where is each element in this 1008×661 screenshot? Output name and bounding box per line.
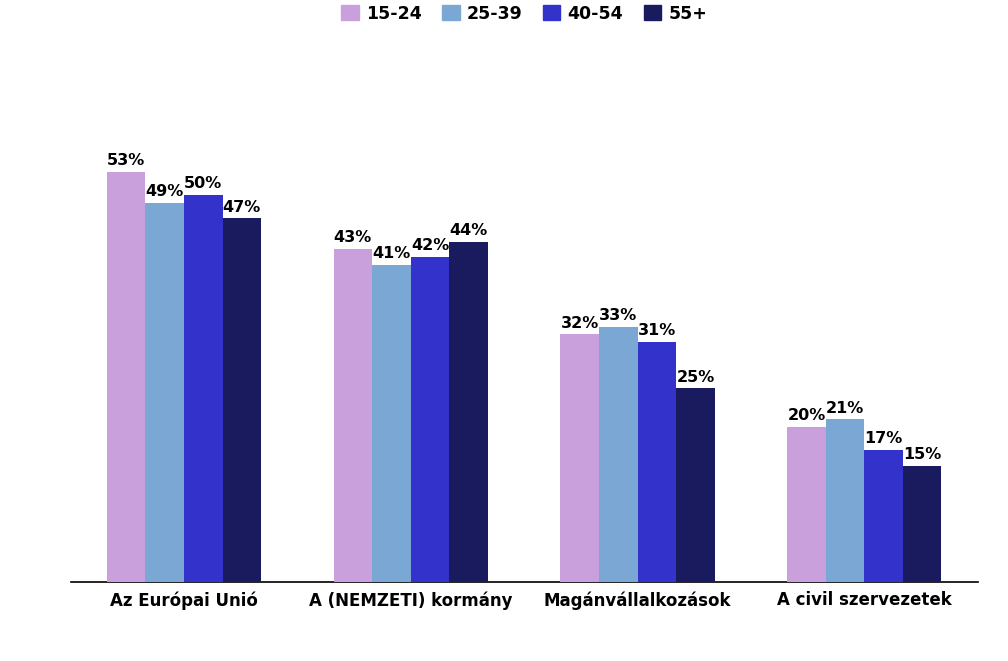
Text: 25%: 25% — [676, 369, 715, 385]
Text: 41%: 41% — [372, 246, 410, 261]
Bar — [787, 427, 826, 582]
Text: 53%: 53% — [107, 153, 145, 168]
Text: 49%: 49% — [145, 184, 183, 199]
Text: 50%: 50% — [184, 176, 223, 192]
Bar — [145, 203, 183, 582]
Bar — [223, 218, 261, 582]
Bar — [865, 450, 903, 582]
Text: 20%: 20% — [787, 408, 826, 423]
Bar — [183, 195, 223, 582]
Text: 33%: 33% — [599, 308, 637, 323]
Bar — [826, 419, 865, 582]
Text: 42%: 42% — [411, 238, 450, 253]
Bar — [903, 466, 941, 582]
Bar — [560, 334, 599, 582]
Text: 47%: 47% — [223, 200, 261, 215]
Text: 31%: 31% — [638, 323, 676, 338]
Bar — [638, 342, 676, 582]
Bar — [599, 327, 637, 582]
Bar — [372, 265, 411, 582]
Text: 32%: 32% — [560, 315, 599, 330]
Legend: 15-24, 25-39, 40-54, 55+: 15-24, 25-39, 40-54, 55+ — [335, 0, 714, 30]
Bar — [107, 172, 145, 582]
Text: 43%: 43% — [334, 231, 372, 245]
Text: 15%: 15% — [903, 447, 941, 462]
Bar — [411, 257, 450, 582]
Bar — [334, 249, 372, 582]
Bar — [450, 242, 488, 582]
Text: 21%: 21% — [826, 401, 864, 416]
Text: 44%: 44% — [450, 223, 488, 238]
Text: 17%: 17% — [865, 432, 903, 446]
Bar — [676, 389, 715, 582]
